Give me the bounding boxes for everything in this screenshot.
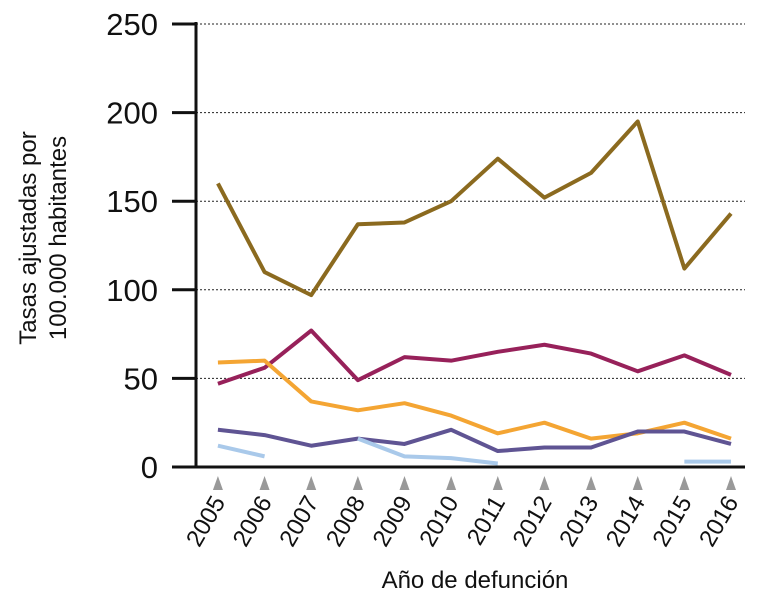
x-tick-marker <box>259 476 270 490</box>
x-tick-marker <box>679 476 690 490</box>
x-tick-label: 2006 <box>228 492 278 552</box>
y-tick-label: 200 <box>106 96 158 131</box>
line <box>217 436 732 466</box>
x-tick-label: 2011 <box>462 492 511 550</box>
x-tick-marker <box>492 476 503 490</box>
y-tick-label: 250 <box>106 7 158 42</box>
y-tick-label: 150 <box>106 184 158 219</box>
line <box>217 427 732 454</box>
x-axis-label: Año de defunción <box>382 567 569 593</box>
x-tick-label: 2007 <box>274 492 324 552</box>
x-tick-marker <box>539 476 550 490</box>
x-tick-marker <box>586 476 597 490</box>
y-tick-label: 0 <box>141 450 158 485</box>
x-tick-label: 2016 <box>694 492 744 552</box>
line <box>217 358 732 441</box>
y-tick-label: 100 <box>106 273 158 308</box>
x-tick-marker <box>212 476 223 490</box>
x-tick-label: 2014 <box>601 492 651 552</box>
x-tick-marker <box>306 476 317 490</box>
x-tick-label: 2015 <box>647 492 697 552</box>
x-tick-label: 2010 <box>414 492 464 552</box>
x-tick-marker <box>352 476 363 490</box>
x-tick-marker <box>399 476 410 490</box>
x-tick-label: 2008 <box>321 492 371 552</box>
y-axis-label: Tasas ajustadas por <box>15 131 42 344</box>
x-tick-marker <box>632 476 643 490</box>
x-tick-label: 2009 <box>368 492 418 552</box>
line <box>217 328 732 386</box>
x-tick-marker <box>446 476 457 490</box>
line <box>216 119 733 298</box>
y-axis-label: 100.000 habitantes <box>45 136 72 340</box>
x-tick-marker <box>726 476 737 490</box>
x-tick-label: 2005 <box>181 492 231 552</box>
x-tick-label: 2012 <box>508 492 558 552</box>
x-tick-label: 2013 <box>554 492 604 552</box>
y-tick-label: 50 <box>124 361 158 396</box>
